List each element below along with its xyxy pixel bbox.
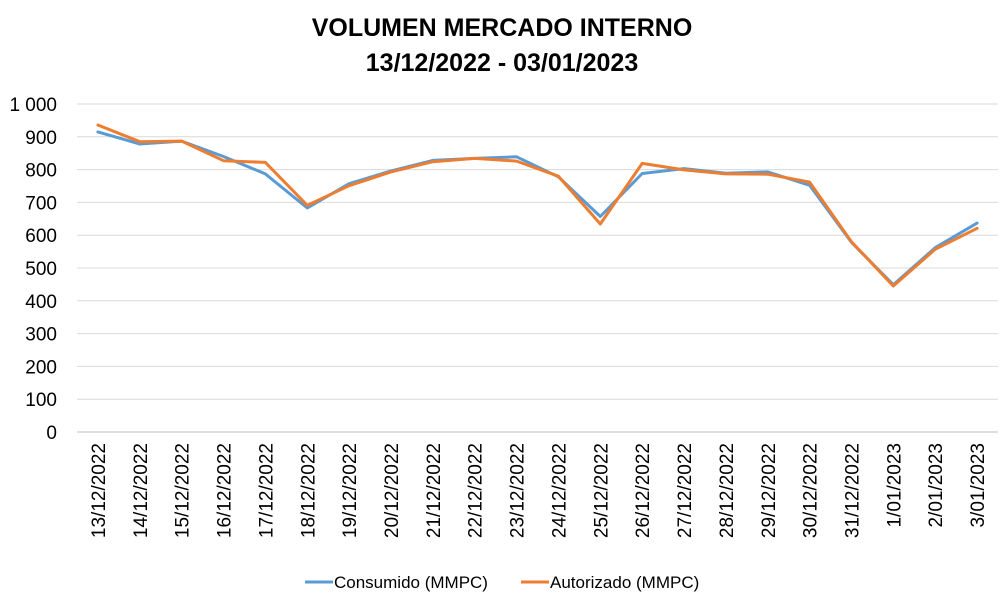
legend-label: Consumido (MMPC) <box>334 573 488 592</box>
y-tick-label: 800 <box>25 161 57 182</box>
x-tick-label: 23/12/2022 <box>508 443 529 538</box>
x-tick-label: 16/12/2022 <box>215 443 236 538</box>
x-tick-label: 15/12/2022 <box>173 443 194 538</box>
x-tick-label: 21/12/2022 <box>424 443 445 538</box>
chart-subtitle: 13/12/2022 - 03/01/2023 <box>365 49 639 77</box>
y-tick-label: 900 <box>25 128 57 149</box>
y-tick-label: 400 <box>25 292 57 313</box>
x-tick-label: 24/12/2022 <box>549 443 570 538</box>
x-tick-label: 29/12/2022 <box>759 443 780 538</box>
legend: Consumido (MMPC) Autorizado (MMPC) <box>305 573 699 592</box>
x-tick-label: 25/12/2022 <box>591 443 612 538</box>
x-tick-label: 28/12/2022 <box>717 443 738 538</box>
legend-label: Autorizado (MMPC) <box>550 573 699 592</box>
chart-title: VOLUMEN MERCADO INTERNO <box>311 14 693 42</box>
y-tick-label: 100 <box>25 390 57 411</box>
x-tick-label: 13/12/2022 <box>89 443 110 538</box>
series-line-0 <box>96 130 979 287</box>
x-tick-label: 31/12/2022 <box>842 443 863 538</box>
series-lines <box>96 123 979 288</box>
y-tick-label: 300 <box>25 325 57 346</box>
x-tick-label: 14/12/2022 <box>131 443 152 538</box>
y-tick-label: 200 <box>25 357 57 378</box>
y-tick-label: 700 <box>25 193 57 214</box>
x-tick-label: 2/01/2023 <box>926 443 947 528</box>
y-tick-label: 1 000 <box>9 95 57 116</box>
x-tick-label: 1/01/2023 <box>884 443 905 528</box>
x-tick-label: 18/12/2022 <box>298 443 319 538</box>
x-tick-label: 20/12/2022 <box>382 443 403 538</box>
x-tick-label: 30/12/2022 <box>801 443 822 538</box>
y-axis-ticks: 0 100 200 300 400 500 600 700 800 900 1 000 <box>9 95 57 444</box>
x-tick-label: 17/12/2022 <box>256 443 277 538</box>
x-tick-label: 19/12/2022 <box>340 443 361 538</box>
y-tick-label: 0 <box>46 423 57 444</box>
series-line-1 <box>96 123 979 288</box>
x-tick-label: 26/12/2022 <box>633 443 654 538</box>
x-axis-ticks: 13/12/2022 14/12/2022 15/12/2022 16/12/2022… <box>89 443 989 538</box>
x-tick-label: 27/12/2022 <box>675 443 696 538</box>
x-tick-label: 22/12/2022 <box>466 443 487 538</box>
y-tick-label: 500 <box>25 259 57 280</box>
x-tick-label: 3/01/2023 <box>968 443 989 528</box>
y-tick-label: 600 <box>25 226 57 247</box>
